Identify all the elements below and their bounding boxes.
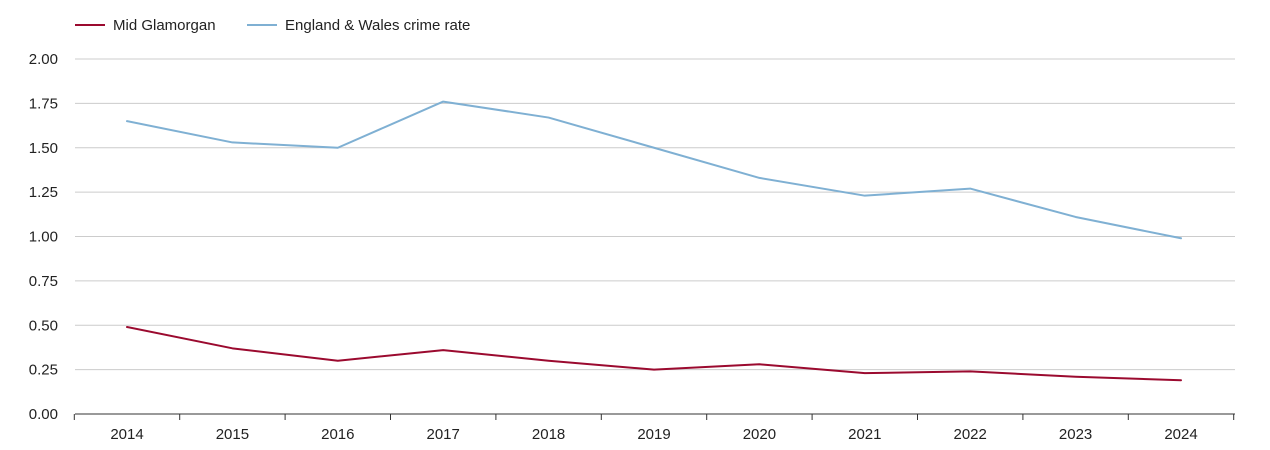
data-point — [755, 360, 763, 368]
data-point — [334, 144, 342, 152]
data-point — [439, 346, 447, 354]
data-point — [861, 192, 869, 200]
data-point — [755, 174, 763, 182]
y-tick-label: 2.00 — [29, 51, 58, 68]
x-tick-label: 2023 — [1059, 426, 1092, 443]
data-point — [966, 367, 974, 375]
data-point — [123, 323, 131, 331]
data-point — [861, 369, 869, 377]
x-tick-label: 2017 — [427, 426, 460, 443]
x-tick-label: 2014 — [110, 426, 143, 443]
legend-label-england-wales: England & Wales crime rate — [285, 17, 470, 34]
y-axis-ticks: 0.00 0.25 0.50 0.75 1.00 1.25 1.50 1.75 2.00 — [29, 51, 58, 423]
data-point — [650, 366, 658, 374]
y-gridlines — [75, 58, 1235, 371]
y-tick-label: 1.50 — [29, 140, 58, 157]
x-tick-label: 2016 — [321, 426, 354, 443]
x-tick-label: 2021 — [848, 426, 881, 443]
y-tick-label: 0.00 — [29, 406, 58, 423]
legend: Mid Glamorgan England & Wales crime rate — [75, 17, 470, 34]
y-tick-label: 0.75 — [29, 273, 58, 290]
data-point — [228, 138, 236, 146]
data-point — [1177, 376, 1185, 384]
x-tick-label: 2024 — [1164, 426, 1197, 443]
data-point — [966, 185, 974, 193]
x-tick-label: 2015 — [216, 426, 249, 443]
x-tick-label: 2020 — [743, 426, 776, 443]
y-tick-label: 1.75 — [29, 95, 58, 112]
series-lines — [123, 98, 1185, 384]
data-point — [334, 357, 342, 365]
y-tick-label: 0.50 — [29, 317, 58, 334]
data-point — [650, 144, 658, 152]
y-tick-label: 1.25 — [29, 184, 58, 201]
data-point — [228, 344, 236, 352]
series-line-england-wales — [126, 100, 1182, 240]
x-tick-label: 2018 — [532, 426, 565, 443]
data-point — [439, 98, 447, 106]
data-point — [545, 114, 553, 122]
data-point — [1072, 373, 1080, 381]
data-point — [1177, 234, 1185, 242]
x-axis: 2014 2015 2016 2017 2018 2019 2020 2021 2022 2023… — [73, 413, 1235, 443]
data-point — [1072, 213, 1080, 221]
data-point — [545, 357, 553, 365]
x-tick-label: 2022 — [954, 426, 987, 443]
legend-label-mid-glamorgan: Mid Glamorgan — [113, 17, 216, 34]
series-line-mid-glamorgan — [126, 326, 1182, 382]
y-tick-label: 1.00 — [29, 229, 58, 246]
x-tick-label: 2019 — [637, 426, 670, 443]
data-point — [123, 117, 131, 125]
y-tick-label: 0.25 — [29, 362, 58, 379]
